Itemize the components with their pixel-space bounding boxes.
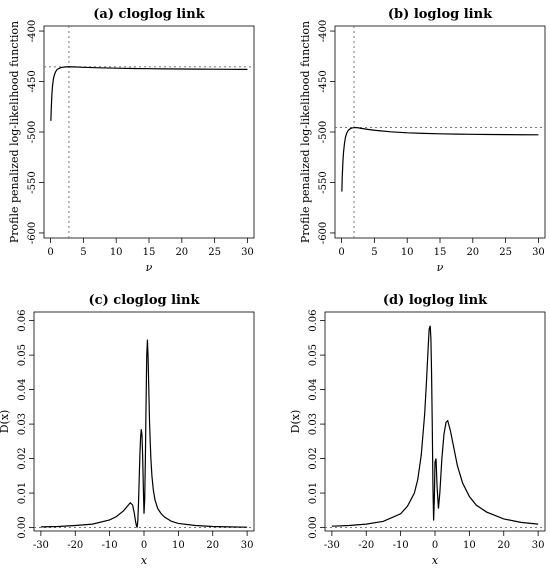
y-tick-label: -500 [27, 121, 38, 143]
y-tick-label: 0.01 [308, 482, 319, 504]
plot-frame [43, 25, 255, 239]
y-tick-label: -400 [318, 20, 329, 42]
x-tick-label: -20 [67, 540, 83, 551]
x-tick-label: 10 [110, 247, 123, 258]
x-tick-label: 5 [371, 247, 377, 258]
x-tick-label: 10 [401, 247, 414, 258]
x-axis-label: x [141, 554, 148, 567]
x-tick-label: 20 [466, 247, 479, 258]
x-tick-label: 20 [497, 540, 510, 551]
y-tick-label: 0.06 [308, 309, 319, 331]
x-tick-label: 30 [532, 540, 545, 551]
y-tick-label: 0.00 [308, 516, 319, 538]
y-tick-label: -500 [318, 121, 329, 143]
plot-frame [334, 25, 546, 239]
x-tick-label: 20 [206, 540, 219, 551]
y-tick-label: 0.02 [17, 447, 28, 469]
x-tick-label: 30 [241, 540, 254, 551]
y-axis-label: Profile penalized log-likelihood functio… [299, 21, 312, 243]
y-tick-label: 0.05 [17, 344, 28, 366]
x-tick-label: 0 [338, 247, 344, 258]
panel-d: (d) loglog link -30 -20 -10 0 10 20 30 0.00 0.01 0… [289, 293, 546, 567]
chart-title: (b) loglog link [388, 7, 493, 22]
x-tick-label: -20 [358, 540, 374, 551]
y-tick-label: 0.03 [308, 413, 319, 435]
y-tick-label: -550 [27, 171, 38, 193]
y-tick-label: -600 [27, 222, 38, 244]
y-tick-label: 0.02 [308, 447, 319, 469]
x-tick-label: 25 [499, 247, 512, 258]
chart-title: (a) cloglog link [93, 7, 205, 22]
x-tick-label: 0 [47, 247, 53, 258]
x-tick-label: 0 [432, 540, 438, 551]
x-tick-label: -30 [33, 540, 49, 551]
series-line [341, 126, 539, 192]
x-tick-label: 30 [241, 247, 254, 258]
x-tick-label: 0 [141, 540, 147, 551]
x-tick-label: 20 [175, 247, 188, 258]
x-tick-label: -30 [324, 540, 340, 551]
y-tick-label: -600 [318, 222, 329, 244]
x-tick-label: 5 [80, 247, 86, 258]
y-tick-label: -450 [27, 70, 38, 92]
series-line [50, 66, 248, 121]
y-axis-label: Profile penalized log-likelihood functio… [8, 21, 21, 243]
y-tick-label: -450 [318, 70, 329, 92]
chart-title: (c) cloglog link [89, 293, 201, 308]
chart-title: (d) loglog link [383, 293, 488, 308]
y-tick-label: 0.04 [308, 378, 319, 400]
y-tick-label: 0.01 [17, 482, 28, 504]
series-line [40, 339, 248, 528]
x-tick-label: 15 [143, 247, 156, 258]
plot-frame [324, 311, 546, 532]
x-axis-label: x [432, 554, 439, 567]
x-tick-label: 10 [463, 540, 476, 551]
y-tick-label: 0.00 [17, 516, 28, 538]
y-axis-label: D(x) [0, 410, 11, 434]
x-tick-label: 10 [172, 540, 185, 551]
panel-a: (a) cloglog link 0 5 10 15 20 25 30 -600 -550 -500… [8, 7, 255, 274]
x-axis-label: ν [437, 261, 444, 274]
y-tick-label: 0.03 [17, 413, 28, 435]
panel-b: (b) loglog link 0 5 10 15 20 25 30 -600 -550 -500 -… [299, 7, 546, 274]
x-tick-label: 30 [532, 247, 545, 258]
series-line [331, 325, 539, 527]
x-tick-label: 25 [208, 247, 221, 258]
x-tick-label: 15 [434, 247, 447, 258]
y-tick-label: 0.06 [17, 309, 28, 331]
y-tick-label: 0.04 [17, 378, 28, 400]
y-axis-label: D(x) [289, 410, 302, 434]
x-axis-label: ν [146, 261, 153, 274]
x-tick-label: -10 [102, 540, 118, 551]
y-tick-label: -550 [318, 171, 329, 193]
y-tick-label: 0.05 [308, 344, 319, 366]
y-tick-label: -400 [27, 20, 38, 42]
x-tick-label: -10 [393, 540, 409, 551]
panel-c: (c) cloglog link -30 -20 -10 0 10 20 30 0.00 0.01… [0, 293, 255, 567]
